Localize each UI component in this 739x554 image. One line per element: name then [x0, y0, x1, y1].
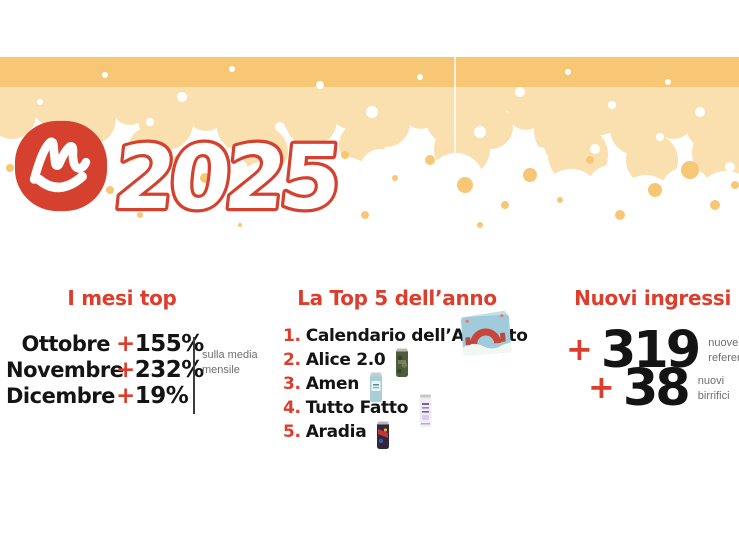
stat-label: nuovi birrifici — [697, 375, 730, 402]
percent-value: 19% — [134, 383, 189, 409]
rank-number: 3. — [283, 374, 301, 394]
product-name: Alice 2.0 — [305, 350, 386, 370]
month-value: +232% — [116, 357, 204, 383]
rank-number: 2. — [283, 350, 301, 370]
top-months-table: Ottobre +155% Novembre +232% Dicembre +1… — [6, 331, 205, 409]
rank-number: 4. — [283, 398, 301, 418]
product-name: Amen — [305, 374, 360, 394]
plus-sign: + — [566, 329, 593, 368]
month-value: +155% — [116, 331, 204, 357]
year-headline: 2025 — [106, 123, 344, 232]
product-name: Aradia — [305, 422, 367, 442]
advent-calendar-box-image — [460, 310, 512, 356]
plus-sign: + — [116, 357, 135, 383]
image-seam — [454, 57, 456, 182]
percent-value: 232% — [134, 357, 205, 383]
m-smile-logo-icon — [14, 120, 108, 212]
stat-row: + 38 nuovi birrifici — [588, 363, 739, 414]
plus-sign: + — [588, 367, 615, 406]
dark-red-can-image — [377, 421, 390, 449]
white-purple-can-image — [419, 394, 432, 427]
month-row: Novembre +232% — [6, 357, 204, 383]
stat-row: + 319 nuove referenze — [566, 325, 739, 376]
rank-number: 5. — [283, 422, 301, 442]
list-item: 2. Alice 2.0 — [283, 348, 523, 377]
top-months-title: I mesi top — [67, 286, 177, 310]
plus-sign: + — [116, 331, 135, 357]
vertical-divider — [193, 337, 195, 414]
list-item: 4. Tutto Fatto — [283, 394, 523, 427]
months-footnote: sulla media mensile — [202, 349, 258, 376]
list-item: 3. Amen — [283, 372, 523, 402]
new-entries-title: Nuovi ingressi — [574, 286, 731, 310]
month-value: +19% — [116, 383, 192, 409]
stat-value: 319 — [600, 321, 701, 380]
rank-number: 1. — [283, 326, 301, 346]
list-item: 5. Aradia — [283, 420, 523, 449]
stat-value: 38 — [622, 359, 691, 418]
beer-foam-graphic — [0, 57, 739, 243]
month-row: Ottobre +155% — [6, 331, 205, 357]
stat-label: nuove referenze — [708, 337, 739, 364]
light-blue-can-image — [370, 372, 382, 402]
month-name: Novembre — [6, 358, 124, 382]
product-name: Tutto Fatto — [305, 398, 409, 418]
year-text: 2025 — [109, 126, 341, 229]
month-name: Dicembre — [6, 384, 115, 408]
green-camo-can-image — [396, 348, 409, 377]
plus-sign: + — [116, 383, 135, 409]
month-name: Ottobre — [21, 332, 111, 356]
month-row: Dicembre +19% — [6, 383, 192, 409]
percent-value: 155% — [134, 331, 205, 357]
top5-title: La Top 5 dell’anno — [297, 286, 497, 310]
